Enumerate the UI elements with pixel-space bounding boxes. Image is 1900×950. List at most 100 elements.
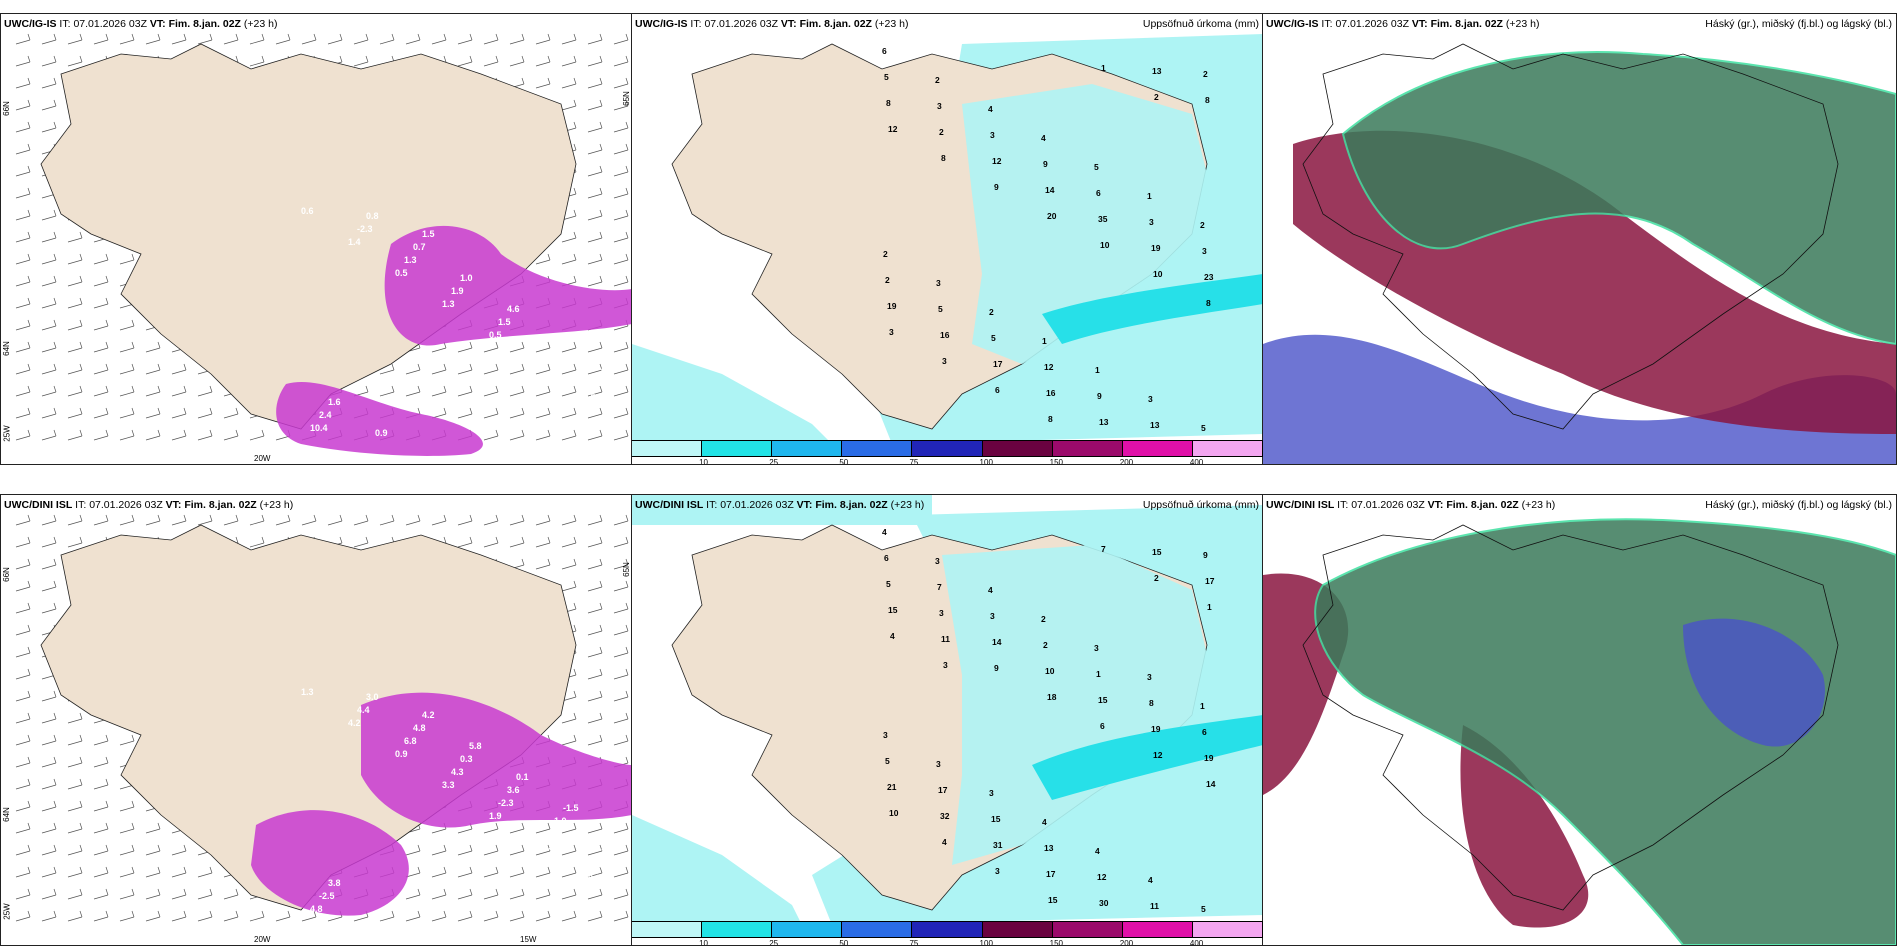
wind-barb (41, 778, 57, 790)
wind-barb (613, 429, 629, 441)
wind-barb (613, 558, 629, 570)
colorbar-tick: 200 (1119, 458, 1134, 465)
panel-precip-dini: 4 3 4 2 3 3 1 3 3 3 4 4 4 5 6 7 3 2 1 8 6 5 17 15 13 12 11 9 5 3 14 10 1… (631, 494, 1264, 946)
colorbar-segment: 1 (632, 921, 703, 945)
precip-value-label: 4 (882, 527, 887, 537)
precip-value-label: 4 (942, 837, 947, 847)
wind-barb (67, 514, 83, 526)
wind-barb (431, 844, 447, 856)
precip-value-label: 10 (1045, 666, 1055, 676)
wind-barb (171, 429, 187, 441)
wind-barb (223, 910, 239, 922)
wind-barb (509, 55, 525, 67)
wind-value-label: 4.3 (451, 767, 464, 777)
wind-barb (15, 55, 31, 67)
wind-barb (67, 536, 83, 548)
wind-barb (613, 646, 629, 658)
wind-barb (561, 99, 577, 111)
wind-barb (535, 55, 551, 67)
wind-barb (353, 55, 369, 67)
wind-barb (587, 363, 603, 375)
wind-barb (379, 514, 395, 526)
wind-barb (405, 514, 421, 526)
wind-barb (587, 646, 603, 658)
cloud-low-layer (1263, 334, 1896, 464)
wind-barb (249, 514, 265, 526)
wind-barb (483, 33, 499, 45)
wind-barb (613, 580, 629, 592)
wind-barb (15, 514, 31, 526)
wind-barb (613, 77, 629, 89)
wind-barb (561, 866, 577, 878)
precip-value-label: 19 (1151, 243, 1161, 253)
wind-barb (327, 33, 343, 45)
precip-value-label: 10 (1100, 240, 1110, 250)
precip-value-label: 16 (940, 330, 950, 340)
wind-barb (67, 33, 83, 45)
wind-value-label: 4.8 (413, 723, 426, 733)
precip-value-label: 17 (993, 359, 1003, 369)
wind-barb (379, 33, 395, 45)
wind-barb (15, 77, 31, 89)
precip-value-label: 3 (936, 278, 941, 288)
wind-barb (197, 429, 213, 441)
wind-value-label: 4.4 (357, 705, 370, 715)
wind-shade-purple-2 (276, 381, 483, 456)
wind-barb (587, 822, 603, 834)
wind-barb (587, 341, 603, 353)
wind-barb (15, 275, 31, 287)
wind-barb (119, 385, 135, 397)
precip-value-label: 12 (1044, 362, 1054, 372)
wind-barb (15, 756, 31, 768)
wind-value-label: 3.4 (601, 847, 614, 857)
wind-barb (561, 385, 577, 397)
wind-barb (561, 55, 577, 67)
lat-label: 66N (1, 101, 11, 116)
wind-barb (119, 844, 135, 856)
wind-barb (93, 866, 109, 878)
wind-barb (67, 778, 83, 790)
wind-barb (613, 866, 629, 878)
colorbar-segment: 25 (769, 440, 843, 464)
wind-barb (119, 910, 135, 922)
wind-barb (301, 514, 317, 526)
wind-value-label: 1.3 (404, 255, 417, 265)
colorbar-tick: 400 (1189, 458, 1204, 465)
wind-barb (535, 536, 551, 548)
wind-barb (145, 33, 161, 45)
colorbar-tick: 75 (909, 458, 919, 465)
wind-barb (15, 646, 31, 658)
wind-barb (41, 536, 57, 548)
precip-value-label: 3 (943, 660, 948, 670)
iceland-outline (1302, 43, 1839, 430)
cloud-map (1263, 14, 1896, 464)
wind-value-label: 6.6 (583, 392, 596, 402)
wind-barb (405, 910, 421, 922)
precip-value-label: 4 (1041, 133, 1046, 143)
cloud-mid-layer-2 (1460, 725, 1589, 928)
colorbar-segment: 100 (980, 440, 1053, 464)
wind-value-label: -2.5 (319, 891, 335, 901)
wind-barb (275, 33, 291, 45)
wind-barb (67, 712, 83, 724)
wind-barb (67, 297, 83, 309)
wind-barb (613, 407, 629, 419)
wind-value-label: 0.8 (601, 366, 614, 376)
wind-value-label: 10.6 (583, 873, 601, 883)
wind-value-label: 1.3 (442, 299, 455, 309)
wind-barb (613, 844, 629, 856)
wind-barb (535, 866, 551, 878)
wind-barb (587, 187, 603, 199)
wind-barb (457, 33, 473, 45)
wind-value-label: 10.3 (536, 842, 554, 852)
wind-barb (457, 341, 473, 353)
wind-barb (431, 910, 447, 922)
wind-barb (587, 121, 603, 133)
wind-barb (457, 385, 473, 397)
wind-value-label: 4.2 (422, 710, 435, 720)
colorbar-segment: 75 (909, 440, 983, 464)
precip-value-label: 20 (1047, 211, 1057, 221)
wind-barb (15, 407, 31, 419)
wind-barb (431, 385, 447, 397)
wind-value-label: 1.5 (422, 229, 435, 239)
